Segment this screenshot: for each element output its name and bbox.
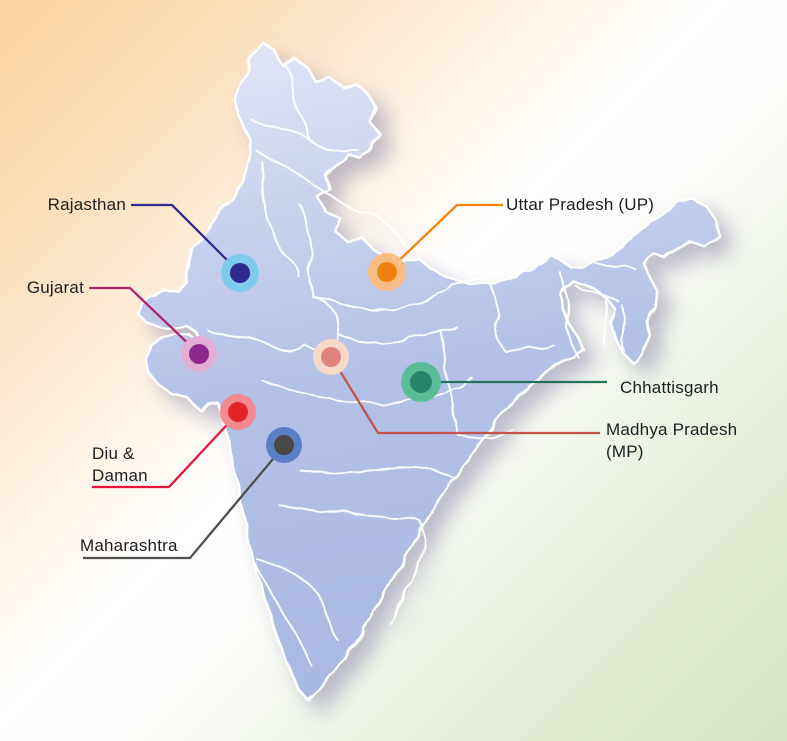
leader-uttar-pradesh bbox=[387, 203, 503, 272]
marker-diu-daman[interactable] bbox=[220, 394, 256, 430]
label-madhya-pradesh-line: Madhya Pradesh bbox=[606, 420, 738, 439]
label-maharashtra-line: Maharashtra bbox=[80, 536, 178, 555]
markers-layer bbox=[181, 253, 441, 463]
marker-uttar-pradesh-dot bbox=[377, 262, 397, 282]
marker-rajasthan[interactable] bbox=[221, 254, 259, 292]
leader-gujarat bbox=[89, 286, 197, 352]
label-uttar-pradesh-line: Uttar Pradesh (UP) bbox=[506, 195, 655, 214]
marker-maharashtra[interactable] bbox=[266, 427, 302, 463]
marker-madhya-pradesh-dot bbox=[321, 347, 341, 367]
label-chhattisgarh-line: Chhattisgarh bbox=[620, 378, 719, 397]
marker-madhya-pradesh[interactable] bbox=[313, 339, 349, 375]
label-uttar-pradesh: Uttar Pradesh (UP) bbox=[506, 194, 654, 216]
marker-rajasthan-dot bbox=[230, 263, 250, 283]
leader-rajasthan bbox=[131, 203, 240, 273]
label-madhya-pradesh-line: (MP) bbox=[606, 442, 644, 461]
label-diu-daman-line: Daman bbox=[92, 466, 148, 485]
label-gujarat: Gujarat bbox=[27, 277, 84, 299]
label-diu-daman: Diu & Daman bbox=[92, 443, 148, 487]
leader-madhya-pradesh bbox=[331, 357, 600, 435]
marker-chhattisgarh[interactable] bbox=[401, 362, 441, 402]
leader-diu-daman bbox=[92, 413, 238, 489]
label-madhya-pradesh: Madhya Pradesh (MP) bbox=[606, 419, 737, 463]
state-borders bbox=[207, 65, 637, 667]
leader-maharashtra bbox=[83, 446, 284, 560]
leader-lines bbox=[83, 203, 607, 560]
label-gujarat-line: Gujarat bbox=[26, 278, 84, 297]
marker-diu-daman-dot bbox=[228, 402, 248, 422]
label-diu-daman-line: Diu & bbox=[92, 444, 135, 463]
marker-gujarat[interactable] bbox=[181, 336, 217, 372]
label-maharashtra: Maharashtra bbox=[80, 535, 178, 557]
marker-maharashtra-dot bbox=[274, 435, 294, 455]
marker-chhattisgarh-dot bbox=[410, 371, 432, 393]
marker-uttar-pradesh[interactable] bbox=[368, 253, 406, 291]
label-chhattisgarh: Chhattisgarh bbox=[620, 377, 719, 399]
label-rajasthan: Rajasthan bbox=[48, 194, 126, 216]
marker-gujarat-dot bbox=[189, 344, 209, 364]
label-rajasthan-line: Rajasthan bbox=[47, 195, 126, 214]
